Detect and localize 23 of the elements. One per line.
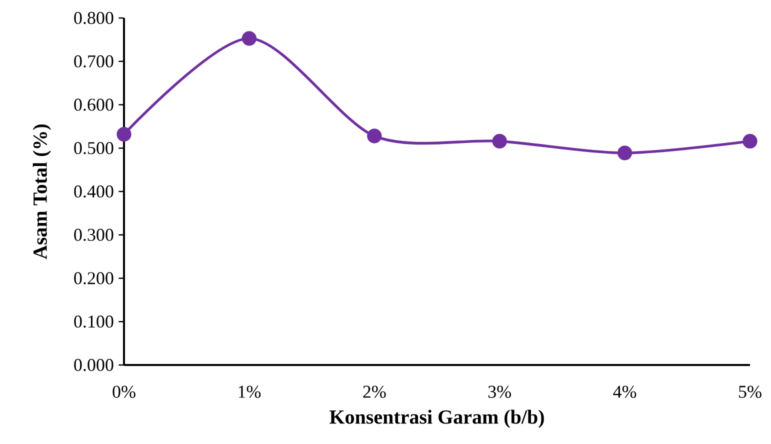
point (367, 128, 382, 144)
x-tick-label: 1% (238, 386, 261, 398)
y-tick-label: 0.700 (74, 55, 114, 68)
y-tick-label: 0.200 (74, 272, 114, 284)
x-axis-title: Konsentrasi Garam (b/b) (330, 410, 544, 428)
point (492, 134, 507, 149)
x-tick-label: 0% (112, 386, 136, 398)
point (617, 146, 632, 160)
y-axis-title: Asam Total (%) (32, 124, 51, 260)
x-tick-label: 3% (488, 386, 511, 398)
y-tick-label: 0.500 (74, 142, 114, 154)
x-tick-label: 2% (363, 386, 386, 398)
point (116, 126, 132, 142)
y-tick-label: 0.600 (74, 98, 114, 111)
y-tick-label: 0.000 (74, 358, 114, 372)
point (742, 134, 758, 149)
y-tick-label: 0.300 (74, 228, 114, 241)
y-tick-label: 0.100 (74, 316, 114, 328)
point (242, 31, 257, 46)
y-tick-label: 0.800 (74, 12, 114, 24)
x-tick-label: 4% (613, 386, 636, 398)
y-tick-label: 0.400 (74, 185, 114, 198)
x-tick-label: 5% (739, 386, 762, 398)
